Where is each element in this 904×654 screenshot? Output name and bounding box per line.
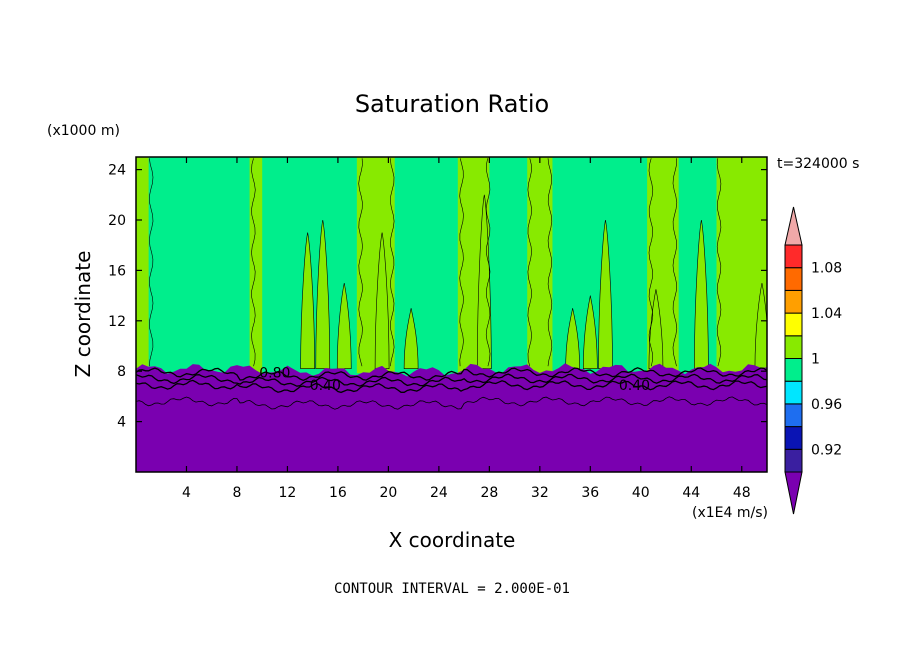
- contour-line: [136, 367, 767, 382]
- colorbar-over-arrow: [784, 206, 803, 246]
- x-tick-label: 36: [581, 485, 599, 501]
- contour-label: 0.40: [619, 378, 650, 394]
- moist-plume: [565, 308, 580, 369]
- y-tick-label: 8: [117, 364, 126, 380]
- x-tick-label: 12: [279, 485, 297, 501]
- band-edge-line: [459, 158, 464, 367]
- x-tick-label: 8: [232, 485, 241, 501]
- colorbar-tick-label: 1: [811, 352, 820, 368]
- x-unit-label: (x1E4 m/s): [692, 505, 768, 521]
- moist-plume: [754, 282, 767, 369]
- plot-frame: [135, 156, 768, 473]
- band-edge-line: [251, 158, 256, 367]
- moist-plume: [315, 219, 331, 369]
- moist-plume: [300, 232, 315, 369]
- band-edge-line: [148, 158, 154, 367]
- contour-label: 0.80: [259, 365, 290, 381]
- moist-plume: [403, 308, 419, 369]
- colorbar-swatch: [784, 289, 803, 314]
- colorbar-tick-label: 0.92: [811, 442, 842, 458]
- colorbar: 0.92 0.96 1 1.04 1.08: [784, 206, 842, 515]
- colorbar-swatch: [784, 380, 803, 405]
- band-edge-line: [648, 158, 654, 367]
- contour-line: [136, 396, 767, 410]
- moist-plume: [598, 219, 613, 369]
- y-tick-label: 12: [108, 314, 126, 330]
- y-unit-label: (x1000 m): [47, 123, 120, 139]
- x-axis-ticks: 4 8 12 16 20 24 28 32 36 40 44 48: [182, 157, 751, 501]
- x-tick-label: 48: [733, 485, 751, 501]
- colorbar-swatch: [784, 426, 803, 450]
- colorbar-swatch: [784, 358, 803, 382]
- x-tick-label: 24: [430, 485, 448, 501]
- contour-interval-note: CONTOUR INTERVAL = 2.000E-01: [334, 581, 570, 597]
- time-label: t=324000 s: [777, 156, 859, 172]
- chart-title: Saturation Ratio: [355, 90, 549, 118]
- colorbar-swatch: [784, 244, 803, 269]
- y-tick-label: 4: [117, 415, 126, 431]
- moist-plume: [583, 295, 598, 369]
- colorbar-swatch: [784, 312, 803, 337]
- colorbar-swatch: [784, 403, 803, 428]
- contour-field: [136, 157, 767, 472]
- saturated-band: [249, 157, 263, 374]
- saturated-band: [136, 157, 149, 374]
- contour-line: [136, 373, 767, 387]
- colorbar-tick-label: 1.04: [811, 306, 842, 322]
- moist-plume: [648, 289, 664, 369]
- x-tick-label: 32: [531, 485, 549, 501]
- moist-plume: [336, 282, 352, 369]
- band-edge-line: [485, 158, 491, 367]
- colorbar-tick-label: 0.96: [811, 397, 842, 413]
- y-axis-ticks: 4 8 12 16 20 24: [108, 163, 767, 431]
- y-axis-label: Z coordinate: [71, 251, 95, 378]
- contour-labels: 0.80 0.40 0.40: [259, 365, 650, 394]
- moist-plume: [694, 219, 709, 369]
- band-edge-line: [547, 158, 553, 367]
- y-tick-label: 20: [108, 213, 126, 229]
- moist-plume: [374, 232, 390, 369]
- colorbar-swatch: [784, 267, 803, 291]
- y-tick-label: 24: [108, 163, 126, 179]
- contour-lines: [136, 158, 767, 410]
- colorbar-swatch: [784, 335, 803, 359]
- contour-line: [136, 379, 767, 394]
- x-tick-label: 40: [632, 485, 650, 501]
- colorbar-swatch: [784, 448, 803, 473]
- x-tick-label: 4: [182, 485, 191, 501]
- y-tick-label: 16: [108, 263, 126, 279]
- colorbar-tick-label: 1.08: [811, 261, 842, 277]
- x-axis-label: X coordinate: [389, 528, 516, 552]
- band-edge-line: [527, 158, 532, 367]
- x-tick-label: 28: [480, 485, 498, 501]
- contour-label: 0.40: [310, 378, 341, 394]
- band-edge-line: [672, 158, 678, 367]
- colorbar-under-arrow: [784, 471, 803, 515]
- band-edge-line: [389, 158, 395, 367]
- x-tick-label: 16: [329, 485, 347, 501]
- x-tick-label: 44: [682, 485, 700, 501]
- subsaturated-layer: [136, 363, 767, 472]
- band-edge-line: [358, 158, 363, 367]
- x-tick-label: 20: [379, 485, 397, 501]
- band-edge-line: [716, 158, 722, 367]
